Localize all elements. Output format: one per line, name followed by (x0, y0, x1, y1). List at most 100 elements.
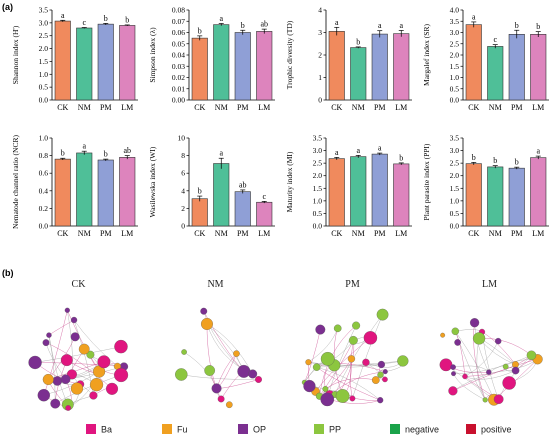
network-node-Ba (439, 358, 453, 372)
y-tick-label: 1.0 (450, 196, 460, 205)
network-node-Ba (217, 395, 225, 403)
y-tick-label: 3.0 (39, 18, 49, 27)
y-tick-label: 2 (318, 51, 322, 60)
network-node-OP (46, 332, 52, 338)
y-tick-label: 6 (181, 169, 185, 178)
y-tick-label: 3 (318, 28, 322, 37)
network-node-PP (397, 355, 409, 367)
significance-letter: b (198, 26, 202, 35)
network-node-OP (37, 389, 50, 402)
y-tick-label: 0.05 (172, 39, 185, 48)
y-tick-label: 3.5 (39, 6, 49, 15)
bar-chart-3: 0 1 2 3 4 Trophic diversity (TD) a CK b NM a PM a LM (285, 6, 412, 112)
category-label: NM (352, 229, 365, 238)
network-edge (453, 373, 486, 401)
bar-CK (328, 158, 345, 227)
significance-letter: a (82, 142, 86, 151)
bar-chart-8: 0.0 0.5 1.0 1.5 2.0 2.5 3.0 3.5 Plant parasite i… (422, 134, 549, 238)
network-node-Ba (114, 367, 129, 383)
bar-chart-6: 0 2 4 6 8 10 Wasilewska index (WI) b CK a NM ab PM c L… (148, 134, 275, 238)
bar-NM (76, 152, 93, 227)
bar-PM (97, 23, 114, 101)
network-node-OP (64, 307, 70, 313)
bar-LM (119, 157, 136, 227)
y-tick-label: 0 (318, 96, 322, 105)
category-label: PM (511, 229, 523, 238)
network-node-PP (335, 389, 350, 403)
network-node-Ba (349, 395, 356, 402)
y-tick-label: 1.0 (450, 73, 460, 82)
bar-NM (350, 47, 367, 101)
category-label: PM (374, 229, 386, 238)
category-label: NM (489, 103, 502, 112)
network-node-OP (211, 383, 222, 394)
bar-PM (234, 32, 251, 101)
category-label: LM (395, 103, 407, 112)
legend-item-PP: PP (314, 424, 341, 435)
network-edge (352, 314, 383, 399)
bar-LM (256, 31, 273, 101)
category-label: PM (374, 103, 386, 112)
y-tick-label: 2.5 (450, 159, 460, 168)
significance-letter: a (536, 147, 540, 156)
significance-letter: a (356, 146, 360, 155)
significance-letter: b (104, 14, 108, 23)
y-tick-label: 2.5 (39, 31, 49, 40)
network-title: LM (482, 279, 497, 290)
significance-letter: b (61, 149, 65, 158)
y-tick-label: 1.0 (39, 70, 49, 79)
y-tick-label: 0.0 (39, 96, 49, 105)
y-tick-label: 0.04 (172, 51, 185, 60)
panel-b-tag: (b) (2, 268, 14, 278)
network-node-Fu (200, 317, 213, 330)
y-tick-label: 8 (181, 151, 185, 160)
network-node-PP (502, 363, 509, 370)
network-node-OP (486, 369, 492, 375)
network-node-OP (511, 366, 520, 375)
bar-PM (508, 167, 525, 227)
y-tick-label: 0.0 (39, 222, 49, 231)
bar-chart-7: 0.0 0.5 1.0 1.5 2.0 2.5 3.0 3.5 Maturity index (… (285, 134, 412, 238)
y-tick-label: 4 (181, 186, 185, 195)
significance-letter: b (515, 158, 519, 167)
network-node-Ba (493, 394, 504, 405)
network-node-OP (60, 374, 71, 385)
network-node-OP (248, 369, 258, 379)
category-label: CK (468, 103, 479, 112)
category-label: CK (57, 229, 68, 238)
network-node-Ba (502, 376, 516, 390)
legend-label: OP (253, 425, 266, 435)
bar-chart-5: 0.0 0.2 0.4 0.6 0.8 1.0 Nematode channel ratio… (11, 134, 138, 238)
category-label: LM (121, 103, 133, 112)
network-node-PP (451, 327, 460, 336)
network-title: CK (72, 279, 87, 290)
network-node-PP (376, 308, 389, 321)
network-node-OP (451, 371, 456, 377)
network-node-PP (348, 335, 358, 345)
significance-letter: b (493, 156, 497, 165)
network-edge (334, 314, 383, 395)
bar-chart-2: 0.00 0.01 0.02 0.03 0.04 0.05 0.06 0.07 0.08 Simp… (148, 6, 275, 112)
bar-chart-4: 0.0 0.5 1.0 1.5 2.0 2.5 3.0 3.5 4.0 Margalef inde… (422, 6, 549, 112)
network-node-PP (312, 363, 321, 371)
bar-NM (213, 163, 230, 227)
network-edge (464, 370, 516, 380)
y-tick-label: 2 (181, 204, 185, 213)
bar-LM (530, 157, 547, 227)
y-axis-label: Trophic diversity (TD) (285, 20, 294, 89)
network-node-OP (70, 316, 78, 324)
category-label: NM (78, 103, 91, 112)
y-tick-label: 1.5 (313, 184, 323, 193)
network-node-Ba (97, 355, 111, 369)
y-tick-label: 0.08 (172, 6, 185, 15)
network-edge (464, 341, 499, 377)
legend-label: Fu (177, 425, 188, 435)
significance-letter: c (493, 35, 497, 44)
bar-LM (393, 163, 410, 227)
network-nodes (301, 308, 409, 407)
category-label: PM (237, 229, 249, 238)
category-label: CK (331, 229, 342, 238)
y-axis-label: Maturity index (MI) (285, 151, 294, 212)
legend-swatch (238, 424, 248, 434)
y-tick-label: 0.5 (450, 209, 460, 218)
